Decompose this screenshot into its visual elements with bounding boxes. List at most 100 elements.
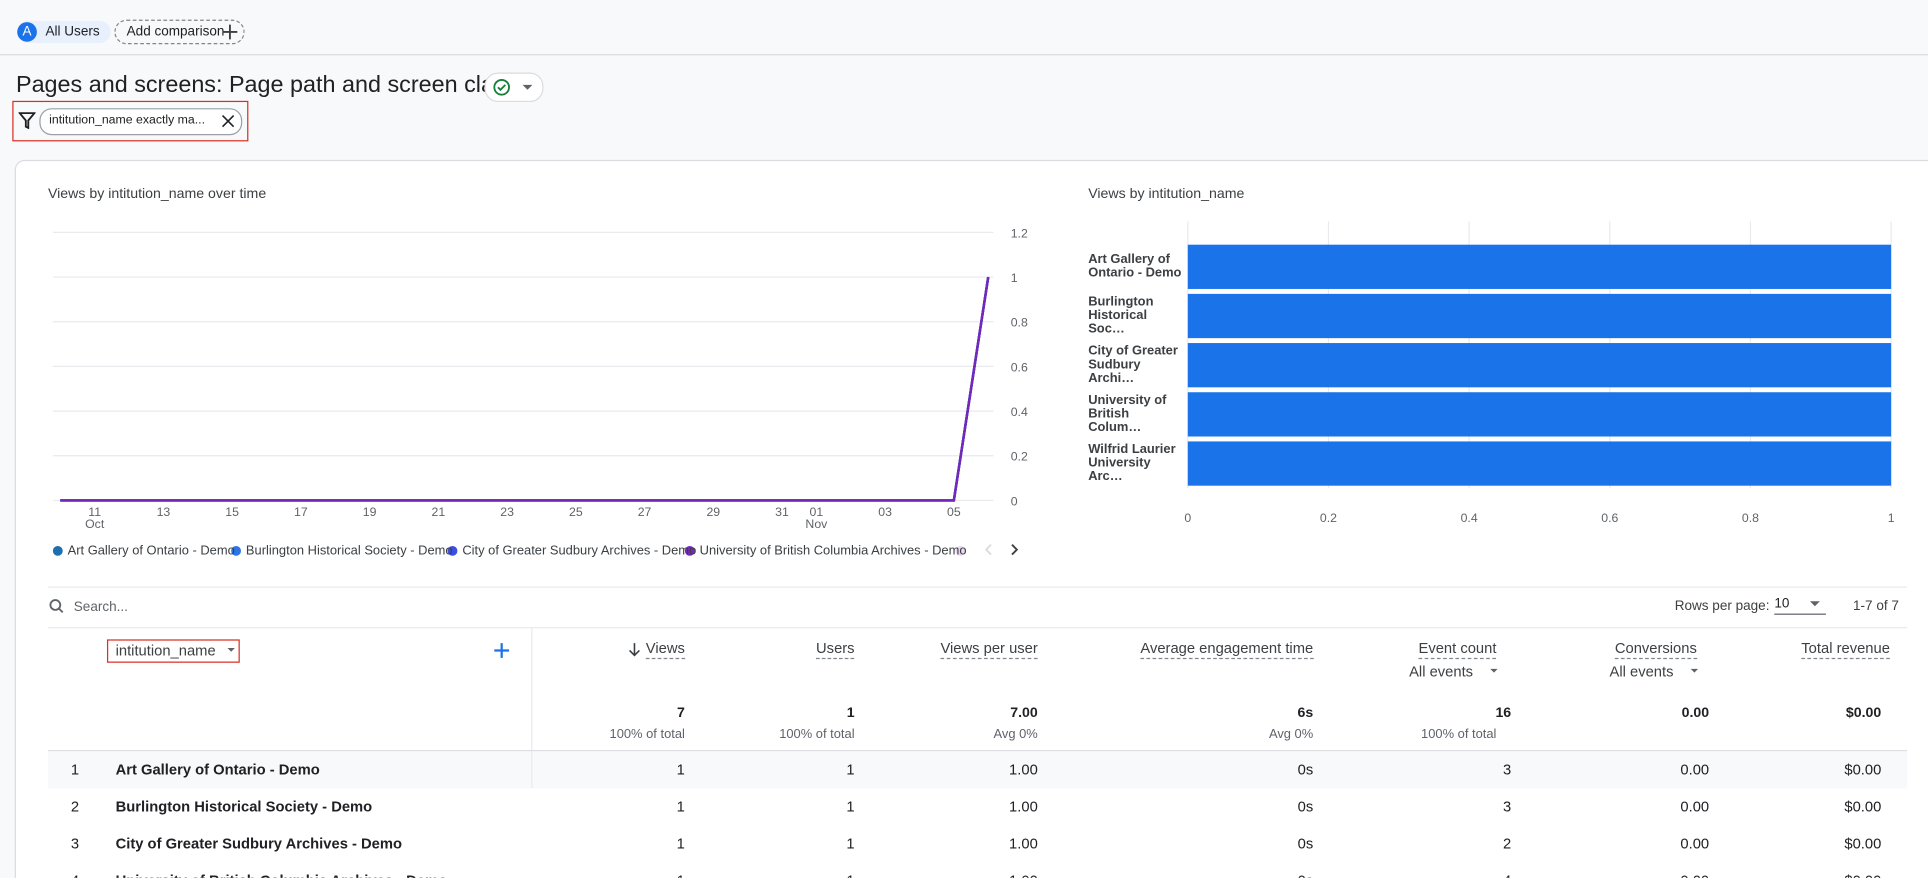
row-value: 1.00 [1009,872,1038,878]
total-value: $0.00 [1845,705,1882,721]
status-icons [493,79,533,96]
column-header[interactable]: Users [816,639,855,660]
total-value: 0.00 [1681,705,1710,721]
total-note: 100% of total [1421,726,1497,742]
chart-title: Views by intitution_name over time [47,186,267,202]
x-tick-label: 21 [431,505,446,520]
x-tick-label: 1 [1887,512,1895,526]
rows-per-page-underline[interactable] [1774,613,1826,615]
x-month-label: Oct [85,518,105,532]
column-header[interactable]: Average engagement time [1140,639,1314,660]
row-index: 2 [70,798,80,816]
x-tick-label: 03 [878,505,892,520]
y-tick-label: City of Greater Sudbury Archi… [1088,343,1178,386]
column-header[interactable]: Total revenue [1801,639,1890,660]
table-row[interactable] [47,825,1908,864]
total-value: 1 [846,705,855,721]
table-row[interactable] [47,861,1908,878]
legend-dot [231,545,242,556]
filter-icon [18,112,36,130]
dropdown-arrow [227,647,235,652]
row-value: 0s [1298,872,1314,878]
x-tick-label: 05 [947,505,961,520]
y-tick-label: Art Gallery of Ontario - Demo [1088,252,1182,281]
chart-title: Views by intitution_name [1088,186,1245,202]
row-value: 2 [1502,834,1512,853]
total-note: 100% of total [609,726,685,742]
table-row[interactable] [47,751,1908,790]
row-name: Art Gallery of Ontario - Demo [115,761,320,779]
bar [1187,244,1892,289]
row-value: 0s [1297,761,1314,779]
divider [47,750,1908,752]
filter-highlight [12,100,249,142]
column-header[interactable]: Conversions [1614,639,1697,660]
search-icon [49,599,62,611]
y-tick-label: 0.2 [1011,450,1028,464]
filter-remove-icon[interactable] [221,114,235,128]
bar [1187,441,1892,486]
legend-prev [984,544,992,556]
row-value: 1 [677,872,685,878]
y-tick-label: Wilfrid Laurier University Arc… [1088,442,1176,484]
row-value: 0.00 [1680,761,1710,779]
range-label: 1-7 of 7 [1853,598,1899,614]
x-tick-label: 27 [637,505,652,520]
x-tick-label: 17 [294,505,308,520]
divider [47,586,1908,588]
x-tick-label: 19 [362,505,377,520]
segment-chip[interactable] [17,20,111,44]
y-tick-label: 1 [1011,271,1018,285]
x-tick-label: 31 [775,505,789,520]
x-tick-label: 15 [225,505,239,520]
legend-next[interactable] [1011,544,1019,556]
legend-dot [684,545,695,556]
x-month-label: Nov [805,518,828,532]
bar [1187,293,1892,339]
add-dimension[interactable] [494,643,510,658]
row-value: 0s [1297,834,1314,853]
filter-label: intitution_name exactly ma... [49,113,206,128]
x-tick-label: 23 [500,505,514,520]
search-icon-handle [58,607,64,613]
row-value: 0.00 [1680,872,1709,878]
x-tick-label: 29 [706,505,721,520]
row-name: Burlington Historical Society - Demo [115,798,373,816]
row-name: City of Greater Sudbury Archives - Demo [115,834,403,853]
row-value: 1 [676,834,685,853]
search-input: Search... [73,600,128,615]
row-value: 0s [1297,798,1314,816]
divider [47,627,1908,629]
rows-per-page-label: Rows per page: [1674,598,1770,614]
filter-chip[interactable] [39,108,243,136]
row-value: $0.00 [1844,872,1881,878]
row-value: 1.00 [1009,834,1038,853]
legend-label: University of British Columbia Archives … [699,543,967,559]
y-tick-label: 0.4 [1011,405,1028,419]
x-tick-label: 0.2 [1319,512,1337,526]
row-value: 0.00 [1680,798,1710,816]
x-tick-label: 13 [156,505,171,520]
add-comparison-button[interactable] [114,19,245,45]
row-value: 1 [676,761,685,779]
row-index: 4 [71,872,79,878]
x-tick-label: 01 [809,505,824,520]
total-note: 100% of total [779,726,855,742]
line-series [60,276,990,502]
x-tick-label: 25 [568,505,583,520]
rows-per-page-select: 10 [1774,596,1790,612]
total-value: 16 [1495,705,1512,721]
column-header[interactable]: Views per user [940,639,1038,660]
plus-icon [222,24,238,40]
column-header[interactable]: Views [645,639,685,660]
dropdown-arrow [1809,601,1820,607]
row-value: 1 [846,834,855,853]
legend-dot [52,545,63,556]
total-note: Avg 0% [993,726,1038,742]
column-header[interactable]: Event count [1418,639,1497,660]
status-chip[interactable] [484,72,544,103]
bar [1187,343,1892,388]
legend-dot-faded [955,545,966,556]
